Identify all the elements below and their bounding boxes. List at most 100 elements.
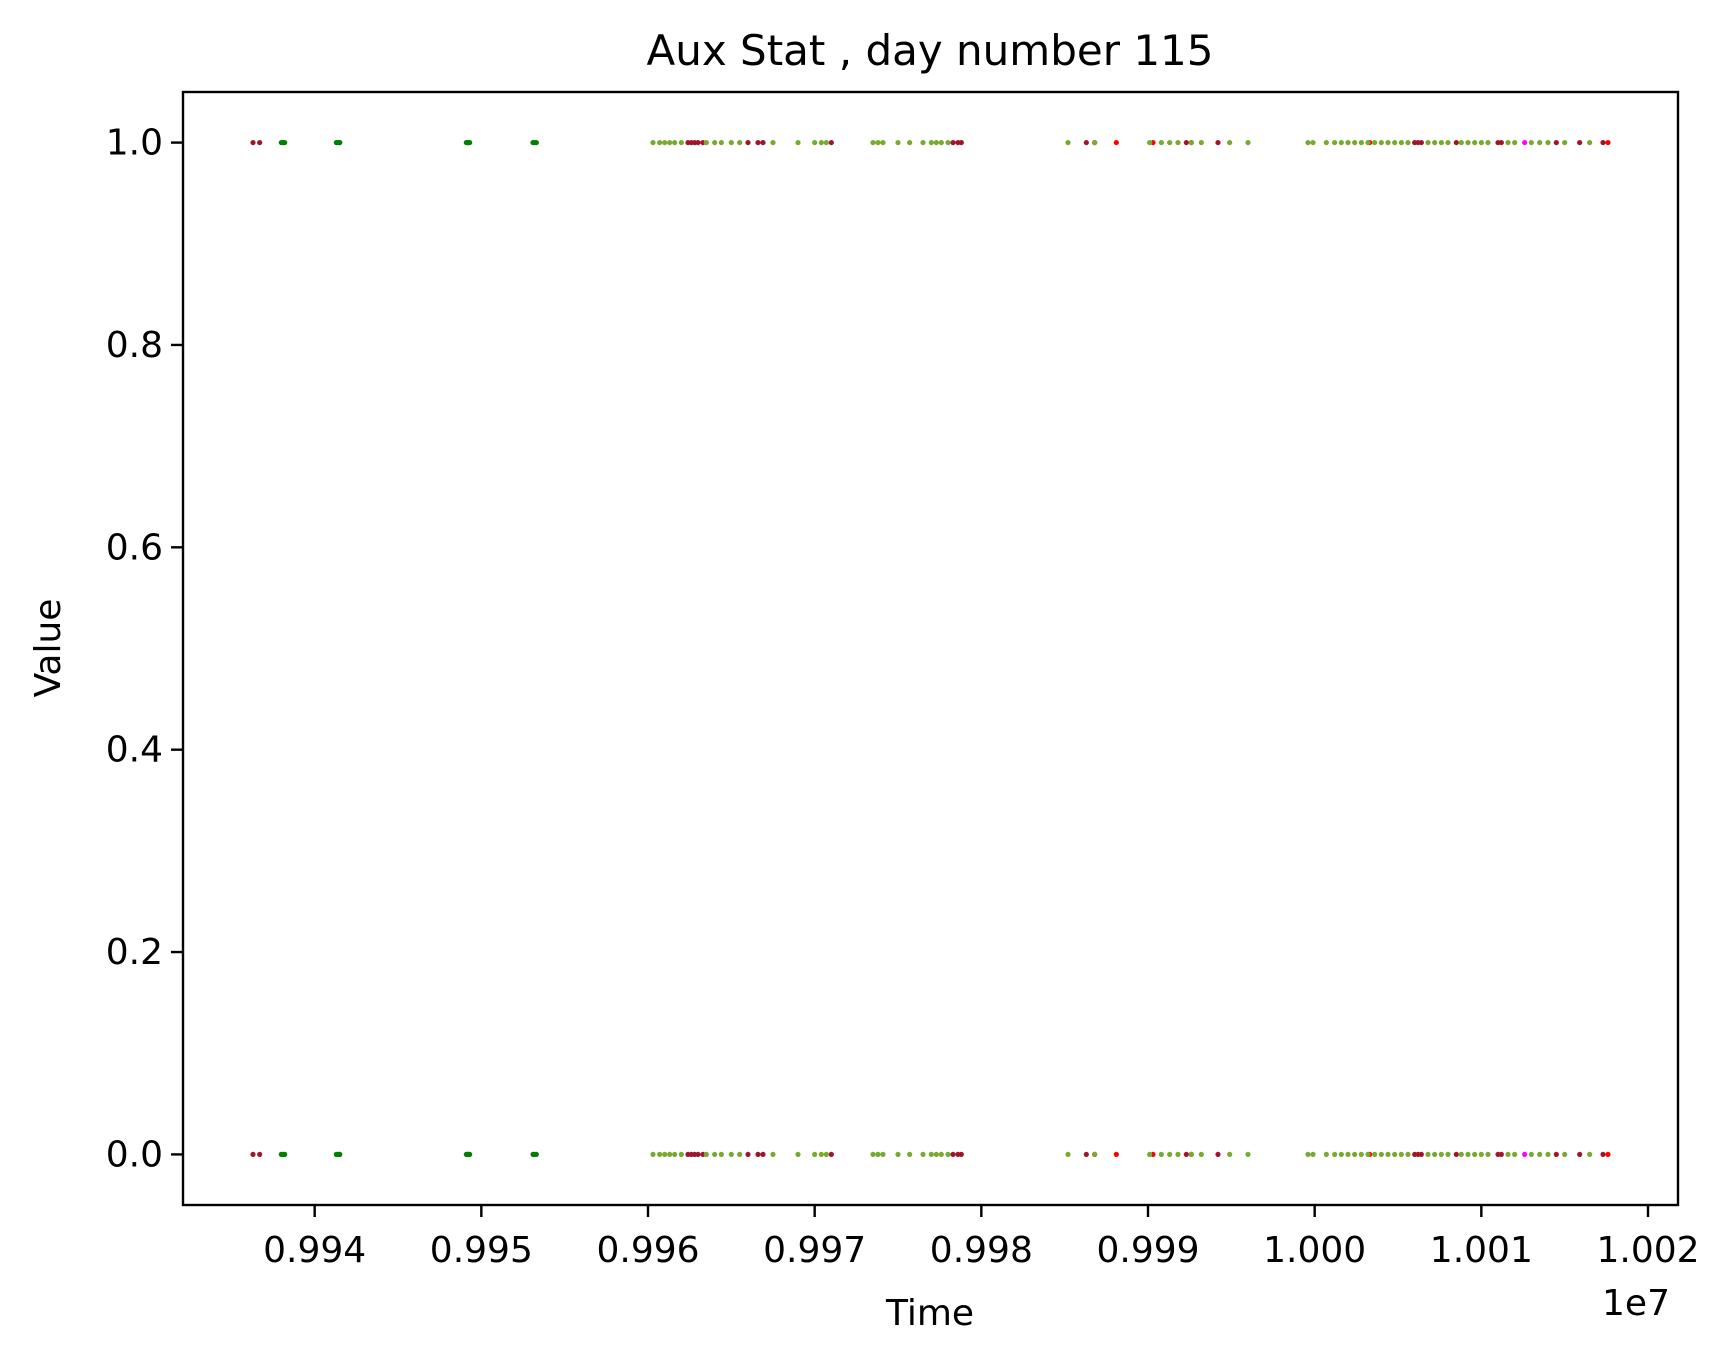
data-point <box>1438 139 1444 146</box>
data-point <box>1323 1151 1329 1158</box>
data-point <box>1587 1151 1593 1158</box>
data-point <box>1385 139 1391 146</box>
data-point <box>938 139 944 146</box>
data-point <box>1113 1151 1119 1158</box>
y-tick-label: 1.0 <box>106 123 163 164</box>
data-point <box>1092 1151 1098 1158</box>
data-point <box>257 139 263 146</box>
data-point <box>745 139 751 146</box>
data-point <box>870 1151 876 1158</box>
data-point <box>907 139 913 146</box>
y-tick-label: 0.2 <box>106 932 163 973</box>
data-point <box>895 1151 901 1158</box>
data-point <box>1438 1151 1444 1158</box>
data-point <box>760 1151 766 1158</box>
data-point <box>533 139 539 146</box>
x-axis-label: Time <box>885 1293 974 1334</box>
x-tick-label: 0.996 <box>596 1230 699 1271</box>
data-point <box>1512 139 1518 146</box>
data-point <box>1310 1151 1316 1158</box>
data-point <box>257 1151 263 1158</box>
data-point <box>1083 139 1089 146</box>
data-point <box>657 139 663 146</box>
data-point <box>1577 139 1583 146</box>
data-point <box>1553 1151 1559 1158</box>
data-point <box>695 1151 701 1158</box>
data-point <box>933 139 939 146</box>
x-tick-label: 0.998 <box>930 1230 1033 1271</box>
data-point <box>1227 1151 1233 1158</box>
data-point <box>1398 139 1404 146</box>
data-point <box>1183 139 1189 146</box>
data-point <box>760 139 766 146</box>
data-point <box>1465 1151 1471 1158</box>
data-point <box>667 139 673 146</box>
data-point <box>770 1151 776 1158</box>
data-point <box>1175 1151 1181 1158</box>
plot-frame <box>181 90 1680 1207</box>
data-point <box>1392 1151 1398 1158</box>
data-point <box>1453 139 1459 146</box>
data-point <box>1245 1151 1251 1158</box>
data-point <box>818 1151 824 1158</box>
data-point <box>1113 139 1119 146</box>
data-point <box>828 1151 834 1158</box>
data-point <box>672 139 678 146</box>
data-point <box>712 139 718 146</box>
data-point <box>907 1151 913 1158</box>
x-tick-label: 0.995 <box>430 1230 533 1271</box>
data-point <box>1158 139 1164 146</box>
data-point <box>1545 139 1551 146</box>
data-point <box>1418 139 1424 146</box>
y-tick-label: 0.6 <box>106 527 163 568</box>
data-point <box>1175 139 1181 146</box>
data-point <box>657 1151 663 1158</box>
data-point <box>1528 139 1534 146</box>
data-point <box>718 139 724 146</box>
data-point <box>1398 1151 1404 1158</box>
data-point <box>1485 1151 1491 1158</box>
data-point <box>950 139 956 146</box>
data-point <box>1345 1151 1351 1158</box>
x-tick-label: 1.000 <box>1263 1230 1366 1271</box>
data-point <box>1227 139 1233 146</box>
data-point <box>1092 139 1098 146</box>
y-tick-label: 0.4 <box>106 730 163 771</box>
x-tick-label: 1.001 <box>1430 1230 1533 1271</box>
data-point <box>1352 139 1358 146</box>
data-point <box>1478 139 1484 146</box>
data-point <box>1378 139 1384 146</box>
data-point <box>1537 139 1543 146</box>
data-point <box>1453 1151 1459 1158</box>
data-point <box>737 1151 743 1158</box>
data-point <box>1147 139 1153 146</box>
data-point <box>1545 1151 1551 1158</box>
data-point <box>678 1151 684 1158</box>
data-point <box>1472 139 1478 146</box>
data-point <box>1147 1151 1153 1158</box>
data-point <box>678 139 684 146</box>
x-tick-label: 1.002 <box>1596 1230 1699 1271</box>
data-point <box>928 1151 934 1158</box>
data-point <box>1432 1151 1438 1158</box>
data-point <box>533 1151 539 1158</box>
data-point <box>1577 1151 1583 1158</box>
data-point <box>1392 139 1398 146</box>
data-point <box>662 1151 668 1158</box>
data-point <box>823 139 829 146</box>
x-tick-label: 0.999 <box>1096 1230 1199 1271</box>
data-point <box>1372 139 1378 146</box>
data-point <box>703 139 709 146</box>
data-point <box>667 1151 673 1158</box>
data-point <box>880 1151 886 1158</box>
data-point <box>1215 1151 1221 1158</box>
data-point <box>737 139 743 146</box>
data-point <box>1512 1151 1518 1158</box>
data-point <box>1405 1151 1411 1158</box>
data-point <box>1605 139 1611 146</box>
data-point <box>945 139 951 146</box>
data-point <box>755 139 761 146</box>
data-point <box>1600 1151 1606 1158</box>
data-point <box>1537 1151 1543 1158</box>
